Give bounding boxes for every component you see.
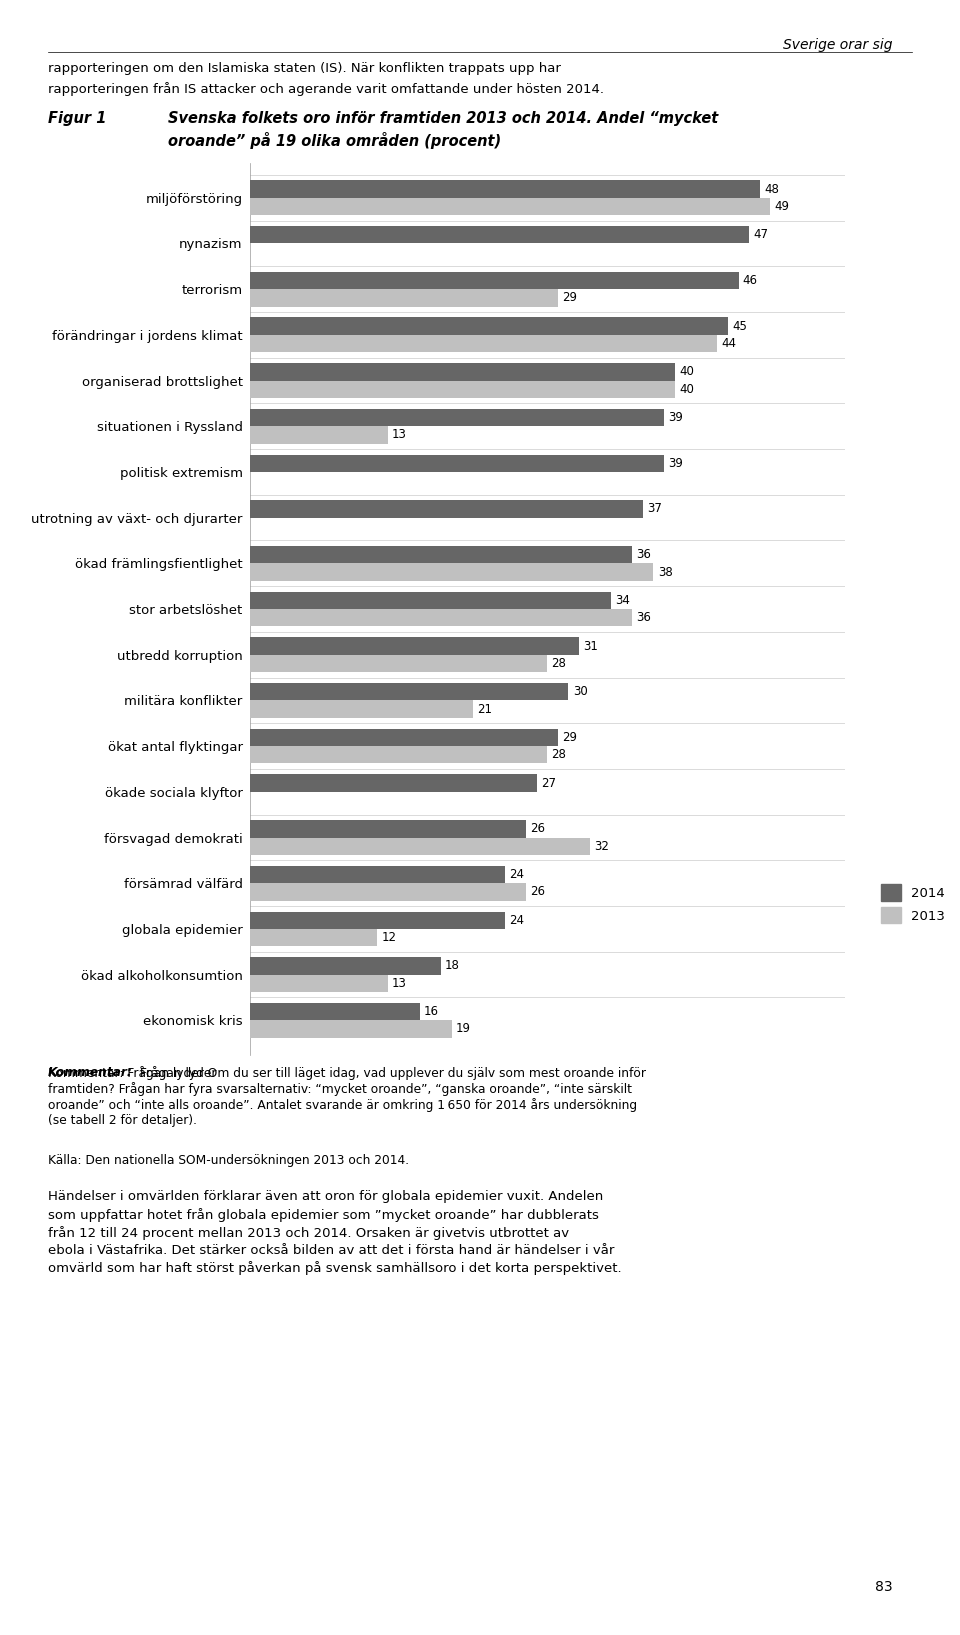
Bar — [250, 929, 377, 947]
Bar — [250, 198, 770, 216]
Bar — [250, 592, 611, 608]
Text: 26: 26 — [530, 822, 545, 835]
Bar — [250, 729, 558, 746]
Bar — [250, 956, 441, 974]
Text: 44: 44 — [722, 337, 736, 350]
Bar — [250, 608, 633, 626]
Text: 39: 39 — [668, 410, 684, 423]
Text: rapporteringen om den Islamiska staten (IS). När konflikten trappats upp har: rapporteringen om den Islamiska staten (… — [48, 62, 561, 75]
Bar — [250, 883, 526, 901]
Text: Källa: Den nationella SOM-undersökningen 2013 och 2014.: Källa: Den nationella SOM-undersökningen… — [48, 1154, 409, 1167]
Text: 40: 40 — [679, 365, 694, 378]
Text: 38: 38 — [658, 566, 673, 579]
Bar — [250, 317, 728, 335]
Text: 40: 40 — [679, 383, 694, 396]
Bar — [250, 974, 388, 992]
Text: 31: 31 — [584, 639, 598, 652]
Bar — [250, 775, 537, 791]
Text: Kommentar:: Kommentar: — [48, 1066, 132, 1079]
Text: 28: 28 — [551, 749, 566, 762]
Text: 45: 45 — [732, 320, 747, 332]
Bar — [250, 821, 526, 837]
Text: Sverige orar sig: Sverige orar sig — [783, 38, 893, 52]
Bar — [250, 180, 759, 198]
Bar — [250, 271, 738, 289]
Bar — [250, 564, 654, 580]
Text: 13: 13 — [392, 428, 407, 441]
Text: 46: 46 — [743, 275, 757, 288]
Text: 26: 26 — [530, 886, 545, 898]
Text: oroande” på 19 olika områden (procent): oroande” på 19 olika områden (procent) — [168, 132, 501, 149]
Text: 39: 39 — [668, 456, 684, 469]
Bar — [250, 335, 717, 352]
Bar — [250, 409, 664, 427]
Text: 48: 48 — [764, 183, 779, 196]
Text: Svenska folkets oro inför framtiden 2013 och 2014. Andel “mycket: Svenska folkets oro inför framtiden 2013… — [168, 111, 718, 126]
Bar — [250, 837, 589, 855]
Text: 49: 49 — [775, 199, 790, 213]
Text: 37: 37 — [647, 502, 662, 515]
Text: 12: 12 — [381, 930, 396, 943]
Bar — [250, 654, 547, 672]
Bar — [250, 1002, 420, 1020]
Text: 27: 27 — [540, 777, 556, 790]
Bar — [250, 912, 505, 929]
Text: 28: 28 — [551, 657, 566, 670]
Bar — [250, 1020, 451, 1038]
Text: rapporteringen från IS attacker och agerande varit omfattande under hösten 2014.: rapporteringen från IS attacker och ager… — [48, 82, 604, 96]
Text: 24: 24 — [509, 868, 524, 881]
Text: 19: 19 — [456, 1022, 470, 1035]
Text: 16: 16 — [424, 1006, 439, 1019]
Bar — [250, 427, 388, 443]
Text: 29: 29 — [562, 731, 577, 744]
Text: Figur 1: Figur 1 — [48, 111, 107, 126]
Text: Kommentar: Frågan lyder Om du ser till läget idag, vad upplever du själv som mes: Kommentar: Frågan lyder Om du ser till l… — [48, 1066, 646, 1127]
Bar — [250, 226, 749, 244]
Text: 18: 18 — [445, 960, 460, 973]
Bar — [250, 746, 547, 764]
Text: 83: 83 — [876, 1579, 893, 1594]
Text: 32: 32 — [594, 840, 609, 853]
Bar — [250, 289, 558, 306]
Bar — [250, 683, 568, 700]
Text: 24: 24 — [509, 914, 524, 927]
Text: 36: 36 — [636, 611, 651, 625]
Bar — [250, 381, 675, 397]
Bar — [250, 500, 643, 518]
Text: 36: 36 — [636, 548, 651, 561]
Bar — [250, 700, 472, 718]
Bar — [250, 363, 675, 381]
Text: Händelser i omvärlden förklarar även att oron för globala epidemier vuxit. Andel: Händelser i omvärlden förklarar även att… — [48, 1190, 622, 1275]
Bar — [250, 455, 664, 473]
Bar — [250, 546, 633, 564]
Text: Frågan lyder: Frågan lyder — [136, 1066, 221, 1081]
Text: 21: 21 — [477, 703, 492, 716]
Legend: 2014, 2013: 2014, 2013 — [881, 885, 946, 924]
Bar — [250, 867, 505, 883]
Text: 29: 29 — [562, 291, 577, 304]
Text: 30: 30 — [573, 685, 588, 698]
Text: 34: 34 — [615, 594, 630, 607]
Bar — [250, 638, 579, 654]
Text: 13: 13 — [392, 976, 407, 989]
Text: 47: 47 — [754, 229, 768, 242]
